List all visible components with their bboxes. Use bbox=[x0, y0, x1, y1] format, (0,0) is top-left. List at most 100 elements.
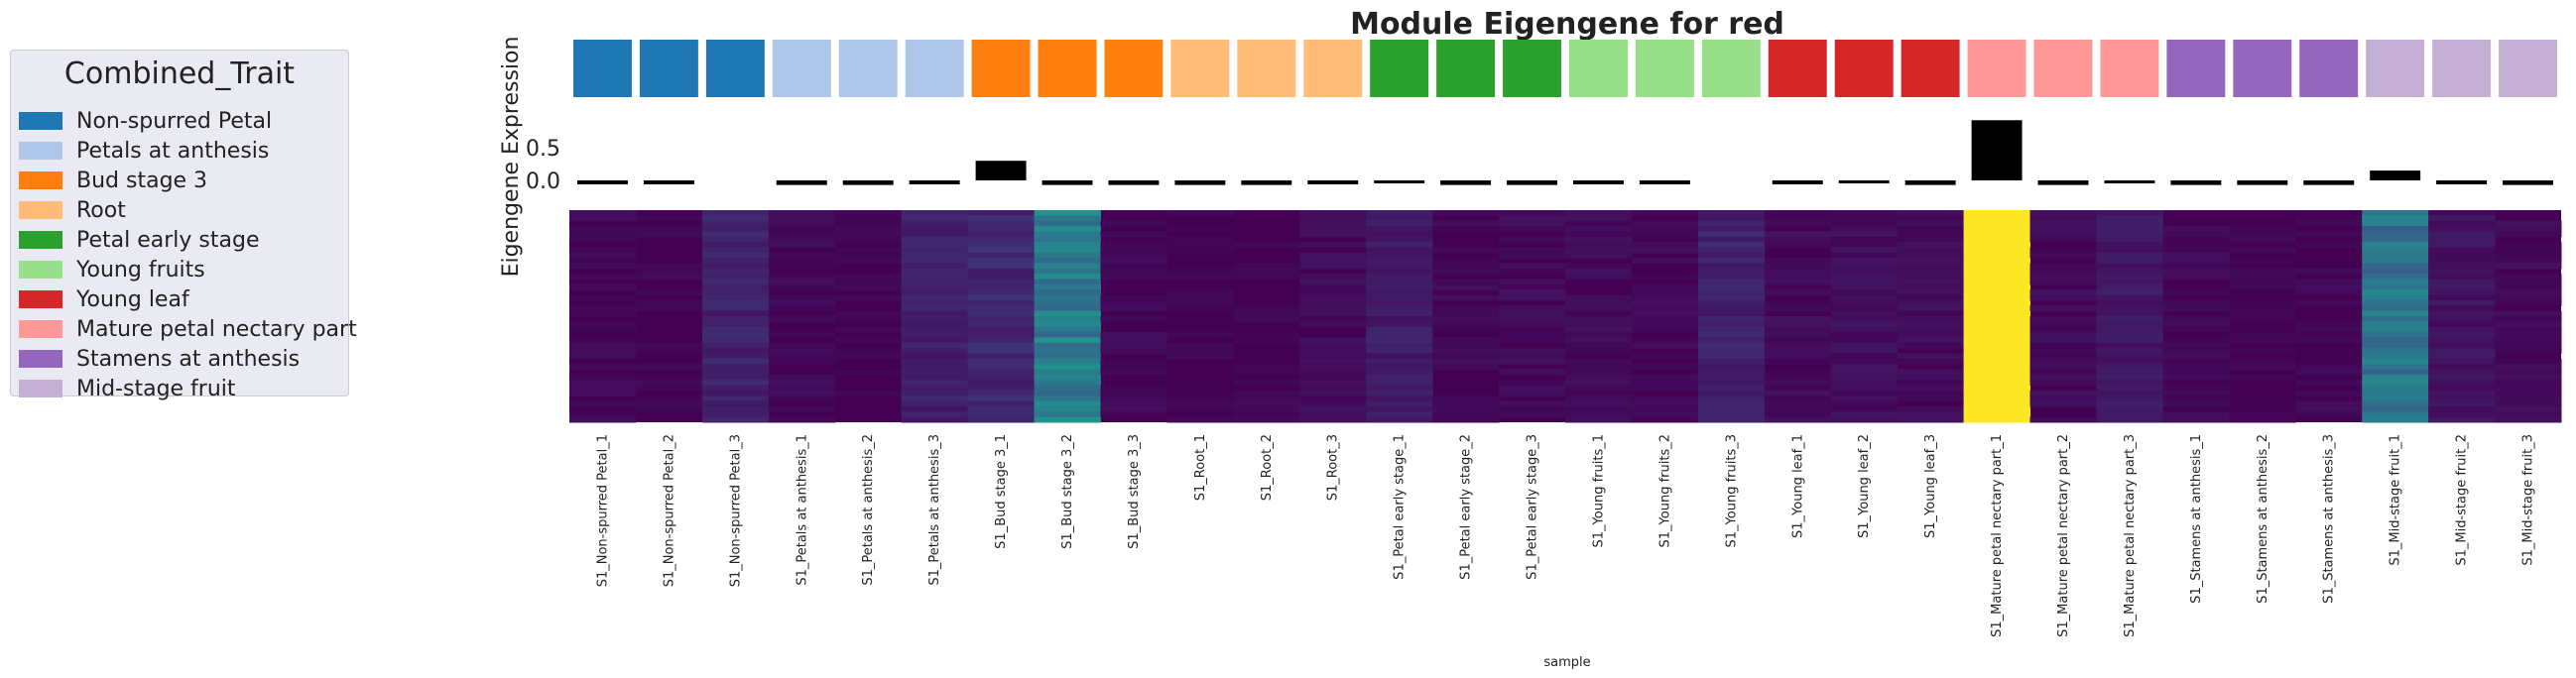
heatmap-cell bbox=[1233, 416, 1300, 423]
heatmap-cell bbox=[2229, 279, 2296, 285]
heatmap-cell bbox=[701, 400, 770, 407]
heatmap-cell bbox=[1830, 283, 1899, 290]
trait-color-cell bbox=[2499, 40, 2557, 97]
heatmap-cell bbox=[1034, 231, 1101, 238]
heatmap-cell bbox=[2029, 305, 2097, 312]
heatmap-cell bbox=[1565, 380, 1633, 387]
heatmap-cell bbox=[2428, 358, 2496, 365]
heatmap-cell bbox=[635, 231, 703, 238]
heatmap-cell bbox=[1100, 252, 1167, 259]
heatmap-cell bbox=[1366, 348, 1433, 354]
heatmap-cell bbox=[1897, 326, 1965, 333]
heatmap-cell bbox=[967, 220, 1036, 227]
heatmap-cell bbox=[2295, 231, 2363, 238]
sample-tick-label: S1_Young fruits_3 bbox=[1724, 434, 1739, 547]
heatmap-cell bbox=[1764, 215, 1832, 222]
heatmap-cell bbox=[1830, 358, 1899, 365]
heatmap-cell bbox=[2096, 274, 2163, 281]
heatmap-cell bbox=[1034, 220, 1101, 227]
heatmap-cell bbox=[1697, 268, 1766, 275]
heatmap-cell bbox=[901, 268, 969, 275]
heatmap-cell bbox=[2495, 274, 2562, 281]
sample-tick-label: S1_Bud stage 3_1 bbox=[994, 434, 1009, 549]
heatmap-cell bbox=[1963, 299, 2031, 306]
heatmap-cell bbox=[2495, 263, 2562, 270]
heatmap-cell bbox=[2162, 358, 2230, 365]
heatmap-cell bbox=[2295, 411, 2363, 418]
heatmap-cell bbox=[2096, 337, 2163, 344]
heatmap-cell bbox=[569, 236, 637, 243]
heatmap-cell bbox=[1565, 369, 1633, 376]
heatmap-cell bbox=[2162, 337, 2230, 344]
eigengene-bar bbox=[1904, 180, 1956, 185]
heatmap-cell bbox=[1432, 283, 1500, 290]
heatmap-cell bbox=[2162, 252, 2230, 259]
heatmap-cell bbox=[2428, 258, 2496, 264]
heatmap-cell bbox=[1499, 353, 1566, 360]
heatmap-cell bbox=[2495, 332, 2562, 338]
heatmap-cell bbox=[1830, 305, 1899, 312]
heatmap-cell bbox=[1631, 380, 1699, 387]
heatmap-cell bbox=[1366, 252, 1433, 259]
heatmap-cell bbox=[2096, 358, 2163, 365]
heatmap-cell bbox=[2495, 390, 2562, 396]
heatmap-cell bbox=[1299, 411, 1367, 418]
heatmap-cell bbox=[768, 332, 836, 338]
heatmap-cell bbox=[901, 411, 969, 418]
heatmap-cell bbox=[2362, 369, 2429, 376]
heatmap-cell bbox=[2295, 390, 2363, 396]
heatmap-cell bbox=[1299, 348, 1367, 354]
heatmap-cell bbox=[2495, 220, 2562, 227]
heatmap-cell bbox=[967, 342, 1036, 349]
heatmap-cell bbox=[1366, 299, 1433, 306]
heatmap-cell bbox=[1034, 226, 1101, 232]
legend-label: Young fruits bbox=[76, 257, 205, 282]
trait-color-cell bbox=[905, 40, 964, 97]
heatmap-cell bbox=[1366, 358, 1433, 365]
heatmap-cell bbox=[834, 294, 903, 301]
heatmap-cell bbox=[1764, 416, 1832, 423]
heatmap-cell bbox=[2362, 231, 2429, 238]
heatmap-cell bbox=[2362, 236, 2429, 243]
heatmap-cell bbox=[2229, 310, 2296, 317]
heatmap-cell bbox=[2295, 242, 2363, 248]
heatmap-cell bbox=[1499, 385, 1566, 392]
eigengene-bar bbox=[909, 180, 960, 184]
heatmap-cell bbox=[967, 305, 1036, 312]
heatmap-cell bbox=[635, 268, 703, 275]
heatmap-cell bbox=[2495, 400, 2562, 407]
heatmap-cell bbox=[1697, 380, 1766, 387]
heatmap-cell bbox=[2096, 385, 2163, 392]
heatmap-cell bbox=[901, 231, 969, 238]
heatmap-cell bbox=[569, 247, 637, 254]
heatmap-cell bbox=[1432, 342, 1500, 349]
heatmap-cell bbox=[768, 215, 836, 222]
heatmap-cell bbox=[701, 411, 770, 418]
heatmap-cell bbox=[2162, 396, 2230, 402]
heatmap-cell bbox=[1299, 274, 1367, 281]
trait-color-cell bbox=[838, 40, 898, 97]
heatmap-cell bbox=[701, 252, 770, 259]
heatmap-cell bbox=[2229, 411, 2296, 418]
heatmap-cell bbox=[635, 374, 703, 381]
heatmap-cell bbox=[1764, 236, 1832, 243]
heatmap-cell bbox=[1631, 226, 1699, 232]
heatmap-cell bbox=[1897, 385, 1965, 392]
heatmap-cell bbox=[2428, 305, 2496, 312]
eigengene-bar bbox=[2037, 180, 2089, 185]
sample-tick-labels: S1_Non-spurred Petal_1 S1_Non-spurred Pet… bbox=[595, 434, 2535, 637]
heatmap-cell bbox=[768, 358, 836, 365]
heatmap-cell bbox=[2362, 316, 2429, 322]
heatmap-cell bbox=[1963, 316, 2031, 322]
heatmap-cell bbox=[2029, 215, 2097, 222]
heatmap-cell bbox=[1697, 299, 1766, 306]
heatmap-cell bbox=[1963, 283, 2031, 290]
sample-tick-label: S1_Stamens at anthesis_3 bbox=[2322, 434, 2337, 604]
heatmap-cell bbox=[2162, 353, 2230, 360]
heatmap-cell bbox=[701, 353, 770, 360]
legend-swatch bbox=[19, 290, 62, 308]
legend-item: Mature petal nectary part bbox=[19, 314, 357, 344]
heatmap-cell bbox=[901, 374, 969, 381]
heatmap-cell bbox=[1034, 294, 1101, 301]
heatmap-cell bbox=[768, 299, 836, 306]
